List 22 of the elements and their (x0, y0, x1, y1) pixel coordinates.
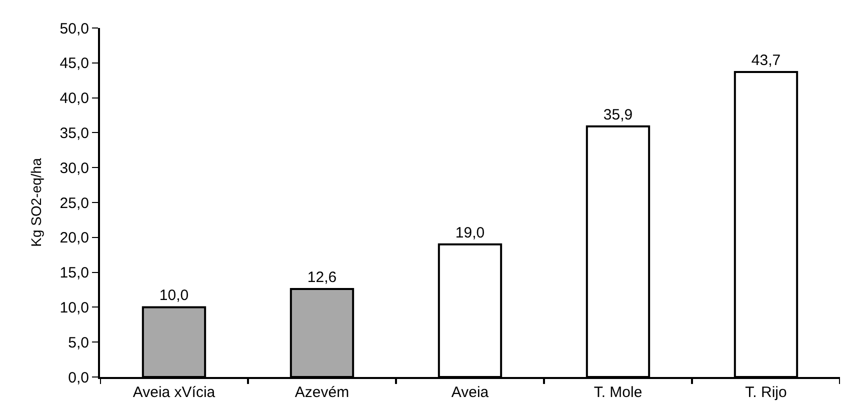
x-tick-label: Aveia (451, 384, 490, 401)
y-tick-label: 0,0 (68, 369, 89, 386)
y-tick-label: 20,0 (60, 230, 89, 247)
data-label: 10,0 (159, 287, 189, 304)
y-tick-label: 35,0 (60, 124, 89, 142)
x-tick-label: T. Mole (594, 384, 642, 401)
y-tick-label: 50,0 (60, 20, 89, 38)
y-tick-label: 40,0 (60, 90, 89, 108)
x-tick-label: Aveia xVícia (132, 384, 216, 401)
y-tick-label: 45,0 (60, 55, 89, 72)
x-tick-label: T. Rijo (745, 384, 787, 401)
x-tick-label: Azevém (294, 384, 350, 401)
y-tick-label: 15,0 (60, 264, 89, 282)
data-label: 12,6 (307, 269, 337, 286)
y-axis-title: Kg SO2-eq/ha (28, 158, 44, 247)
y-tick-label: 5,0 (68, 334, 89, 352)
data-label: 43,7 (751, 52, 781, 69)
data-label: 35,9 (603, 106, 633, 124)
data-label: 19,0 (455, 224, 485, 242)
y-tick-label: 10,0 (60, 299, 89, 316)
y-tick-label: 25,0 (60, 194, 89, 212)
y-tick-label: 30,0 (60, 160, 89, 177)
